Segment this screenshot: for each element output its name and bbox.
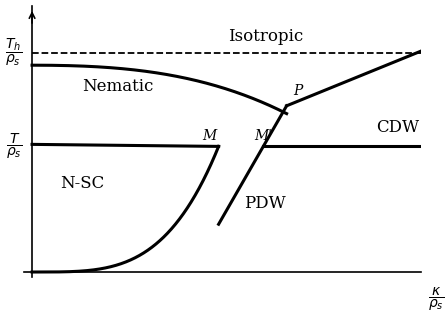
Text: $\dfrac{T_h}{\rho_s}$: $\dfrac{T_h}{\rho_s}$	[5, 37, 22, 68]
Text: Isotropic: Isotropic	[228, 28, 303, 45]
Text: CDW: CDW	[376, 119, 419, 136]
Text: $\dfrac{T}{\rho_s}$: $\dfrac{T}{\rho_s}$	[6, 132, 22, 161]
Text: Nematic: Nematic	[82, 78, 153, 95]
Text: $\dfrac{\kappa}{\rho_s}$: $\dfrac{\kappa}{\rho_s}$	[428, 286, 444, 313]
Text: N-SC: N-SC	[60, 175, 105, 192]
Text: M': M'	[254, 129, 272, 143]
Text: P: P	[293, 84, 303, 98]
Text: PDW: PDW	[244, 195, 286, 212]
Text: M: M	[202, 129, 216, 143]
